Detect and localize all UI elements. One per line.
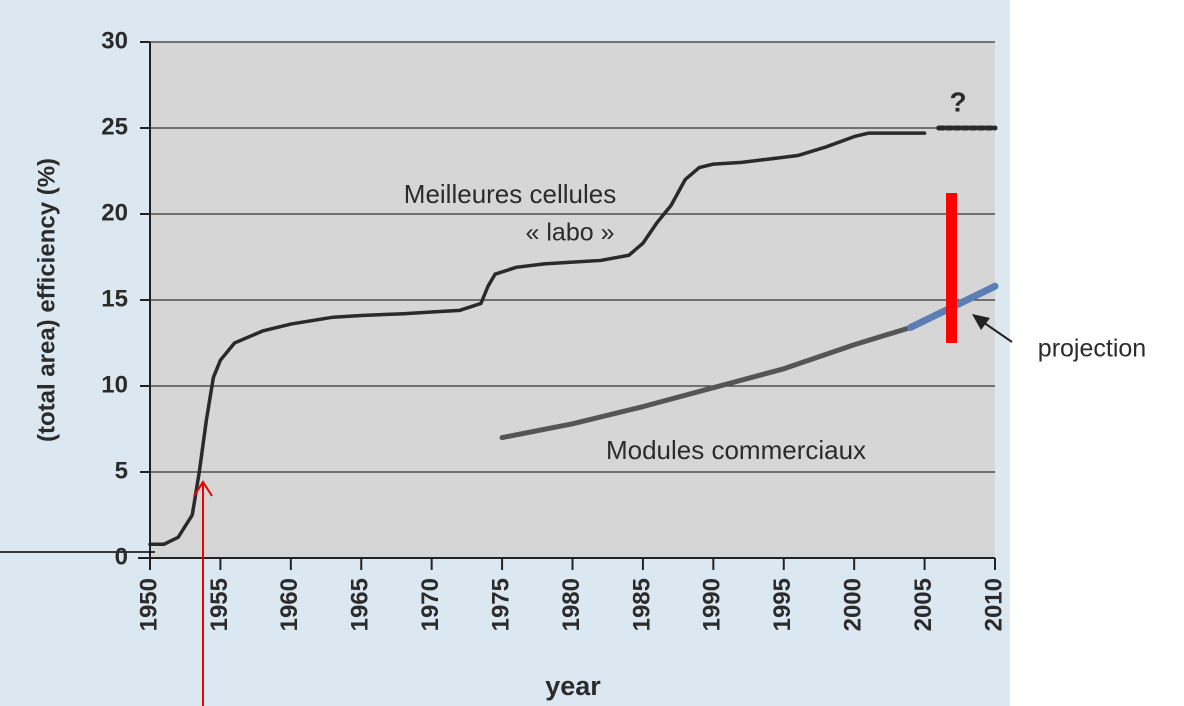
annotation: « labo » — [526, 219, 615, 247]
y-tick-label: 10 — [101, 371, 128, 398]
y-tick-label: 0 — [115, 543, 128, 570]
red-arrow-head — [193, 480, 213, 497]
x-tick-label: 1985 — [628, 578, 655, 631]
series-label: projection — [1038, 335, 1146, 363]
x-tick-label: 2000 — [840, 578, 867, 631]
x-tick-label: 1995 — [769, 578, 796, 631]
y-tick-label: 15 — [101, 285, 128, 312]
series-label: ? — [949, 86, 966, 117]
x-tick-label: 1950 — [135, 578, 162, 631]
red-bar — [946, 193, 957, 343]
y-tick-label: 30 — [101, 27, 128, 54]
y-tick-label: 5 — [115, 457, 128, 484]
series-label: Meilleures cellules — [404, 179, 616, 209]
x-tick-label: 1990 — [699, 578, 726, 631]
x-tick-label: 1955 — [206, 578, 233, 631]
x-axis-label: year — [545, 671, 601, 701]
x-tick-label: 1970 — [417, 578, 444, 631]
x-tick-label: 1965 — [347, 578, 374, 631]
y-tick-label: 20 — [101, 199, 128, 226]
series-line — [148, 131, 927, 546]
x-tick-label: 1975 — [487, 578, 514, 631]
y-axis-label: (total area) efficiency (%) — [33, 158, 60, 442]
x-tick-label: 2005 — [910, 578, 937, 631]
x-tick-label: 2010 — [980, 578, 1007, 631]
y-tick-label: 25 — [101, 113, 128, 140]
projection-arrow-head — [972, 314, 990, 330]
x-tick-label: 1980 — [558, 578, 585, 631]
series-line — [499, 325, 913, 441]
series-label: Modules commerciaux — [606, 435, 866, 465]
x-tick-label: 1960 — [276, 578, 303, 631]
